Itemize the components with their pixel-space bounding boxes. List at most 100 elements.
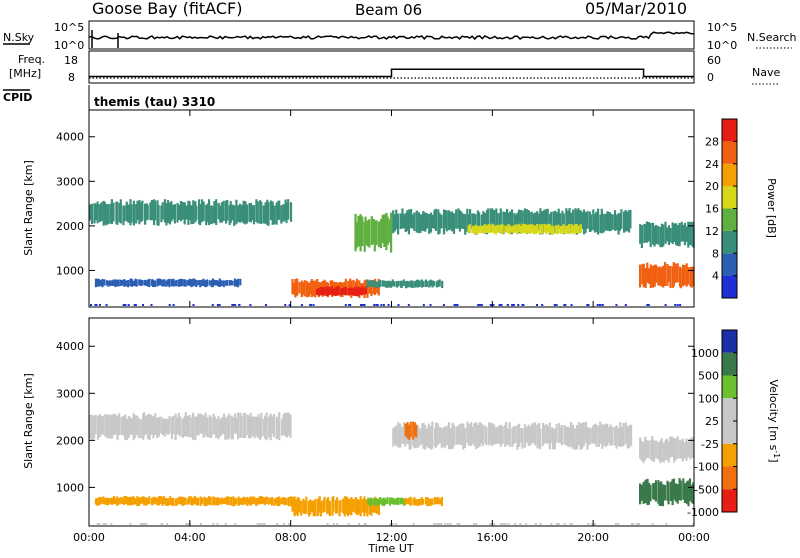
range-cell <box>504 523 507 525</box>
x-tick-label: 00:00 <box>73 531 105 544</box>
range-cell <box>425 281 428 287</box>
range-cell <box>253 416 256 439</box>
range-cell <box>649 264 652 288</box>
range-cell <box>156 278 159 287</box>
range-cell <box>166 523 169 525</box>
range-cell <box>562 224 565 234</box>
range-cell <box>186 416 189 437</box>
range-cell <box>127 280 130 288</box>
range-cell <box>303 280 306 297</box>
range-cell <box>667 441 670 463</box>
range-cell <box>179 416 182 437</box>
range-cell <box>103 498 107 505</box>
range-cell <box>107 204 110 225</box>
range-cell <box>669 481 673 501</box>
range-cell <box>590 428 593 444</box>
range-cell <box>691 221 694 247</box>
range-cell <box>490 523 493 525</box>
range-cell <box>647 304 650 306</box>
range-cell <box>161 418 165 436</box>
range-cell <box>399 213 402 230</box>
range-cell <box>489 422 492 444</box>
range-cell <box>480 225 483 234</box>
range-cell <box>174 413 177 440</box>
range-cell <box>145 497 148 506</box>
range-cell <box>215 280 218 286</box>
range-cell <box>364 499 367 513</box>
range-cell <box>227 496 230 505</box>
range-cell <box>409 280 412 288</box>
range-cell <box>554 210 557 233</box>
power-colorbar-label: Power [dB] <box>765 178 778 238</box>
range-cell <box>218 278 221 287</box>
range-cell <box>464 214 467 235</box>
range-cell <box>675 438 678 460</box>
range-cell <box>179 201 183 222</box>
range-cell <box>330 286 333 296</box>
range-cell <box>587 523 590 525</box>
range-cell <box>345 496 348 514</box>
range-cell <box>249 412 252 439</box>
range-cell <box>370 280 373 297</box>
x-tick-label: 20:00 <box>577 531 609 544</box>
range-cell <box>665 523 668 525</box>
range-cell <box>676 304 679 306</box>
range-cell <box>520 226 523 234</box>
range-cell <box>129 278 132 287</box>
range-cell <box>657 226 660 245</box>
range-cell <box>409 421 412 437</box>
range-cell <box>200 523 202 525</box>
range-cell <box>150 498 154 506</box>
range-cell <box>165 203 168 226</box>
range-cell <box>170 498 173 506</box>
range-cell <box>407 304 410 306</box>
range-cell <box>137 418 140 438</box>
range-cell <box>130 496 133 506</box>
range-cell <box>285 497 288 505</box>
velocity-plot-frame <box>88 317 695 527</box>
range-cell <box>681 438 684 462</box>
range-cell <box>438 279 441 287</box>
range-cell <box>105 414 108 438</box>
range-cell <box>557 208 560 229</box>
range-cell <box>464 428 467 448</box>
range-cell <box>409 496 412 506</box>
range-cell <box>231 417 234 440</box>
range-cell <box>242 496 245 505</box>
range-cell <box>206 417 209 438</box>
range-cell <box>579 210 582 233</box>
range-cell <box>419 428 422 446</box>
range-cell <box>161 279 164 287</box>
range-cell <box>441 280 444 289</box>
range-cell <box>282 497 285 505</box>
velocity-data-cells <box>89 412 695 525</box>
range-cell <box>559 427 562 444</box>
range-cell <box>110 497 114 505</box>
range-cell <box>429 279 432 287</box>
range-cell <box>501 426 504 444</box>
range-cell <box>94 278 98 288</box>
range-cell <box>406 422 409 439</box>
range-cell <box>169 496 172 505</box>
range-cell <box>244 497 247 505</box>
range-cell <box>507 523 510 525</box>
range-cell <box>386 216 389 246</box>
range-cell <box>496 426 499 444</box>
range-cell <box>181 202 184 220</box>
range-cell <box>361 499 365 513</box>
range-cell <box>307 501 311 517</box>
range-cell <box>543 209 546 231</box>
range-cell <box>597 208 600 235</box>
range-cell <box>458 523 461 525</box>
range-cell <box>94 414 97 435</box>
colorbar-tick-label: -1000 <box>687 506 719 519</box>
range-cell <box>139 279 142 286</box>
range-cell <box>104 523 107 525</box>
range-cell <box>141 280 144 286</box>
range-cell <box>143 279 147 286</box>
range-cell <box>357 499 361 515</box>
range-cell <box>653 483 656 500</box>
nsky-tick-top: 10^5 <box>54 21 84 34</box>
range-cell <box>667 266 670 283</box>
range-cell <box>406 498 409 504</box>
